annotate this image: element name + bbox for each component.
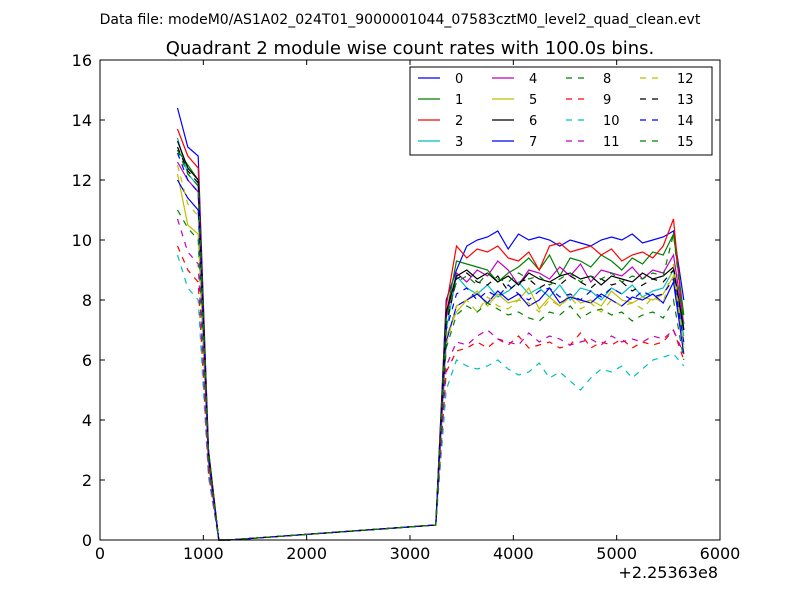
legend-label-2: 2 [455, 114, 463, 129]
legend-label-10: 10 [603, 114, 620, 129]
x-axis: 0 1000 2000 3000 4000 5000 6000 [95, 60, 740, 563]
legend-label-14: 14 [677, 114, 694, 129]
legend-label-7: 7 [529, 135, 537, 150]
y-tick-label: 14 [72, 111, 92, 130]
legend-label-12: 12 [677, 72, 694, 87]
x-tick-label: 4000 [493, 544, 534, 563]
legend-label-15: 15 [677, 135, 694, 150]
y-tick-label: 0 [82, 531, 92, 550]
legend-label-9: 9 [603, 93, 611, 108]
chart-title: Quadrant 2 module wise count rates with … [166, 38, 655, 59]
x-tick-label: 0 [95, 544, 105, 563]
series-line-12 [176, 164, 685, 541]
y-tick-label: 8 [82, 291, 92, 310]
legend-label-11: 11 [603, 135, 620, 150]
legend-label-1: 1 [455, 93, 463, 108]
series-line-15 [176, 149, 685, 541]
series-line-9 [176, 245, 685, 541]
y-tick-label: 4 [82, 411, 92, 430]
x-tick-label: 1000 [183, 544, 224, 563]
x-tick-label: 3000 [390, 544, 431, 563]
legend-label-6: 6 [529, 114, 537, 129]
x-tick-label: 6000 [700, 544, 741, 563]
series-line-14 [176, 152, 685, 541]
legend-label-5: 5 [529, 93, 537, 108]
legend-box [409, 66, 713, 156]
series-line-8 [176, 209, 685, 541]
y-tick-label: 16 [72, 51, 92, 70]
legend-label-13: 13 [677, 93, 694, 108]
legend-label-0: 0 [455, 72, 463, 87]
legend-label-4: 4 [529, 72, 537, 87]
x-axis-offset-label: +2.25363e8 [618, 563, 718, 582]
legend-label-3: 3 [455, 135, 463, 150]
x-tick-label: 2000 [286, 544, 327, 563]
legend-label-8: 8 [603, 72, 611, 87]
figure-suptitle: Data file: modeM0/AS1A02_024T01_90000010… [100, 12, 701, 28]
x-tick-label: 5000 [596, 544, 637, 563]
y-tick-label: 10 [72, 231, 92, 250]
y-tick-label: 12 [72, 171, 92, 190]
y-tick-label: 2 [82, 471, 92, 490]
y-tick-label: 6 [82, 351, 92, 370]
